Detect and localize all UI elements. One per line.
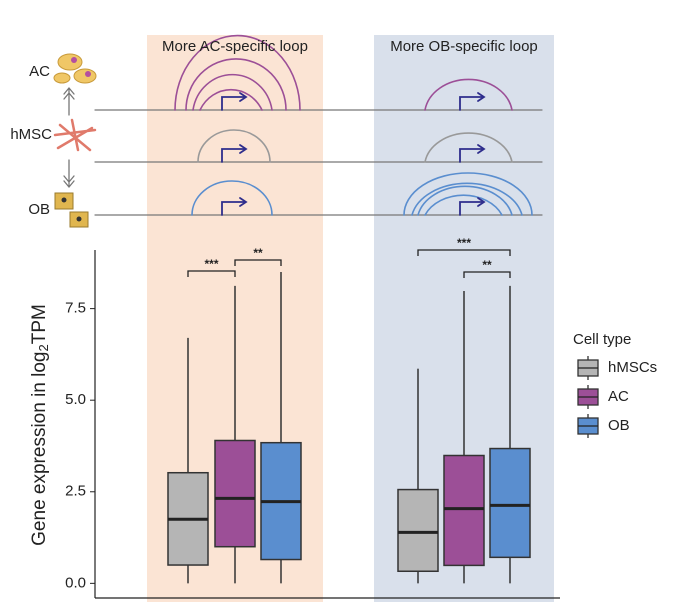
box: [397, 488, 439, 573]
legend-title: Cell type: [573, 331, 631, 348]
legend-label: hMSCs: [608, 359, 657, 376]
legend-label: AC: [608, 388, 629, 405]
schematic: [53, 34, 543, 228]
y-tick-label: 2.5: [65, 483, 86, 500]
significance-bracket: [417, 249, 511, 256]
y-tick-label: 5.0: [65, 391, 86, 408]
box: [489, 447, 531, 559]
panel-title: More OB-specific loop: [390, 38, 538, 55]
legend-label: OB: [608, 417, 630, 434]
cell-label: AC: [29, 63, 50, 80]
cell-label: hMSC: [10, 126, 52, 143]
cell-label: OB: [28, 201, 50, 218]
box: [443, 454, 485, 567]
y-tick-label: 7.5: [65, 300, 86, 317]
significance-bracket: [187, 270, 236, 277]
significance-label: ***: [457, 236, 471, 250]
y-tick-label: 0.0: [65, 574, 86, 591]
y-axis-label: Gene expression in log2TPM: [29, 304, 51, 546]
significance-label: ***: [204, 257, 218, 271]
significance-label: **: [482, 258, 492, 272]
significance-label: **: [253, 246, 263, 260]
box: [214, 439, 256, 548]
significance-bracket: [463, 271, 511, 278]
panel-title: More AC-specific loop: [162, 38, 308, 55]
significance-bracket: [234, 259, 282, 266]
